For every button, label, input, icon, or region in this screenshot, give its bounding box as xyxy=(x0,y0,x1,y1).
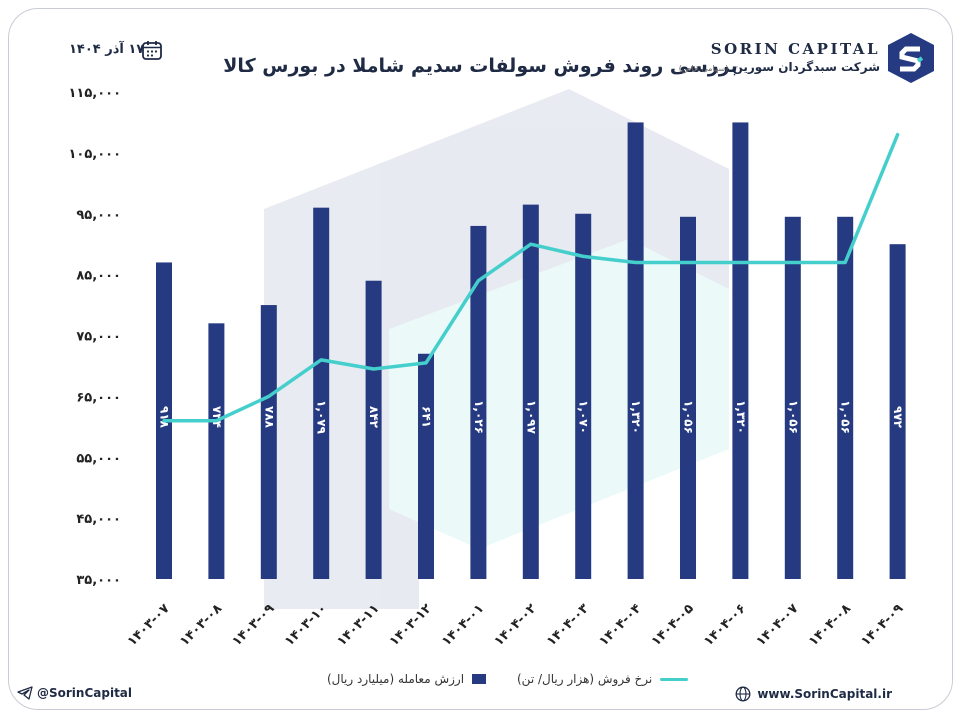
bar-data-label: ۷۸۸ xyxy=(262,406,276,429)
y-tick-label: ۶۵,۰۰۰ xyxy=(76,390,121,405)
chart-frame: ۹۱۸ ۷۳۴ ۷۸۸ ۱,۰۷۹ ۸۴۲ ۶۴۱ ۱,۰۲۶ ۱,۰۹۷ ۱,۰۷۰ ۱,۳۲۰… xyxy=(8,8,953,710)
bar xyxy=(365,280,382,579)
x-tick-label: ۱۴۰۴-۰۶ xyxy=(701,601,749,649)
y-tick-label: ۷۵,۰۰۰ xyxy=(76,330,121,345)
brand-name-fa-sub: (سهامی خاص) xyxy=(678,64,729,73)
bar-data-label: ۱,۳۲۰ xyxy=(734,400,748,434)
y-tick-label: ۱۰۵,۰۰۰ xyxy=(68,147,121,162)
x-tick-label: ۱۴۰۴-۰۳ xyxy=(544,601,592,649)
bar xyxy=(522,204,539,579)
bar xyxy=(627,122,644,579)
bar xyxy=(575,213,592,579)
bar xyxy=(680,216,696,579)
bar xyxy=(313,207,330,579)
x-tick-label: ۱۴۰۴-۰۲ xyxy=(492,601,540,649)
calendar-icon xyxy=(142,41,162,60)
bar-data-label: ۸۴۲ xyxy=(367,406,381,429)
chart-title: بررسی روند فروش سولفات سدیم شاملا در بور… xyxy=(223,55,738,77)
y-tick-label: ۵۵,۰۰۰ xyxy=(76,451,121,466)
x-tick-label: ۱۴۰۴-۰۱ xyxy=(439,601,487,649)
telegram-handle: @SorinCapital xyxy=(37,686,133,700)
brand-name-en: SORIN CAPITAL xyxy=(710,40,880,58)
bar xyxy=(418,353,434,579)
legend-bar-item: ارزش معامله (میلیارد ریال) xyxy=(327,672,487,686)
bar-data-label: ۱,۰۵۶ xyxy=(839,400,853,434)
report-date: ۱۷ آذر ۱۴۰۴ xyxy=(69,42,145,57)
bar xyxy=(784,216,801,579)
y-tick-label: ۳۵,۰۰۰ xyxy=(76,573,121,588)
bar-data-label: ۱,۰۵۶ xyxy=(786,400,800,434)
bar xyxy=(260,305,277,579)
watermark-logo xyxy=(264,89,729,609)
bar-data-label: ۱,۳۲۰ xyxy=(629,400,643,434)
telegram-footer[interactable]: @SorinCapital xyxy=(17,686,132,700)
y-tick-label: ۱۱۵,۰۰۰ xyxy=(68,86,121,101)
legend-line-item: نرخ فروش (هزار ریال/ تن) xyxy=(517,672,689,686)
legend-line-swatch xyxy=(660,677,689,681)
brand-block: SORIN CAPITAL شرکت سبدگردان سورین (سهامی… xyxy=(679,40,880,74)
sorin-logo-icon xyxy=(888,33,934,83)
x-tick-label: ۱۴۰۴-۰۷ xyxy=(754,601,802,649)
y-tick-label: ۴۵,۰۰۰ xyxy=(76,512,121,527)
x-tick-label: ۱۴۰۴-۰۸ xyxy=(806,601,854,649)
legend-line-label: نرخ فروش (هزار ریال/ تن) xyxy=(517,672,653,686)
x-tick-label: ۱۴۰۳-۰۹ xyxy=(230,601,278,649)
bar xyxy=(470,225,487,580)
y-tick-label: ۸۵,۰۰۰ xyxy=(76,269,121,284)
price-line xyxy=(162,132,900,423)
legend-bar-swatch xyxy=(472,674,487,684)
y-tick-label: ۹۵,۰۰۰ xyxy=(76,208,121,223)
brand-name-fa: شرکت سبدگردان سورین (سهامی خاص) xyxy=(679,60,880,74)
bar-data-label: ۱,۰۷۰ xyxy=(577,400,591,434)
x-tick-label: ۱۴۰۴-۰۵ xyxy=(649,601,697,649)
chart-canvas: ۹۱۸ ۷۳۴ ۷۸۸ ۱,۰۷۹ ۸۴۲ ۶۴۱ ۱,۰۲۶ ۱,۰۹۷ ۱,۰۷۰ ۱,۳۲۰… xyxy=(68,86,906,649)
bar-data-label: ۱,۰۲۶ xyxy=(472,400,486,434)
x-tick-label: ۱۴۰۴-۰۴ xyxy=(596,601,644,649)
x-tick-label: ۱۴۰۴-۰۹ xyxy=(858,601,906,649)
bar-data-label: ۹۷۲ xyxy=(891,406,905,429)
telegram-icon xyxy=(17,686,33,700)
bar xyxy=(889,244,906,579)
legend-bar-label: ارزش معامله (میلیارد ریال) xyxy=(327,672,465,686)
x-tick-label: ۱۴۰۳-۰۸ xyxy=(177,601,225,649)
bar-data-label: ۹۱۸ xyxy=(158,406,172,429)
x-tick-label: ۱۴۰۳-۰۷ xyxy=(125,601,173,649)
globe-icon xyxy=(735,686,751,702)
bar xyxy=(208,323,225,579)
website-footer[interactable]: www.SorinCapital.ir xyxy=(735,686,892,702)
bar xyxy=(837,216,854,579)
bar-data-label: ۷۳۴ xyxy=(210,406,224,428)
brand-name-fa-main: شرکت سبدگردان سورین xyxy=(732,60,880,74)
bar-data-label: ۱,۰۷۹ xyxy=(315,400,329,435)
bar-data-label: ۱,۰۵۶ xyxy=(682,400,696,434)
website-url: www.SorinCapital.ir xyxy=(757,687,892,701)
bar-data-label: ۱,۰۹۷ xyxy=(524,400,538,435)
bar-data-label: ۶۴۱ xyxy=(420,406,434,428)
bar xyxy=(732,122,749,579)
